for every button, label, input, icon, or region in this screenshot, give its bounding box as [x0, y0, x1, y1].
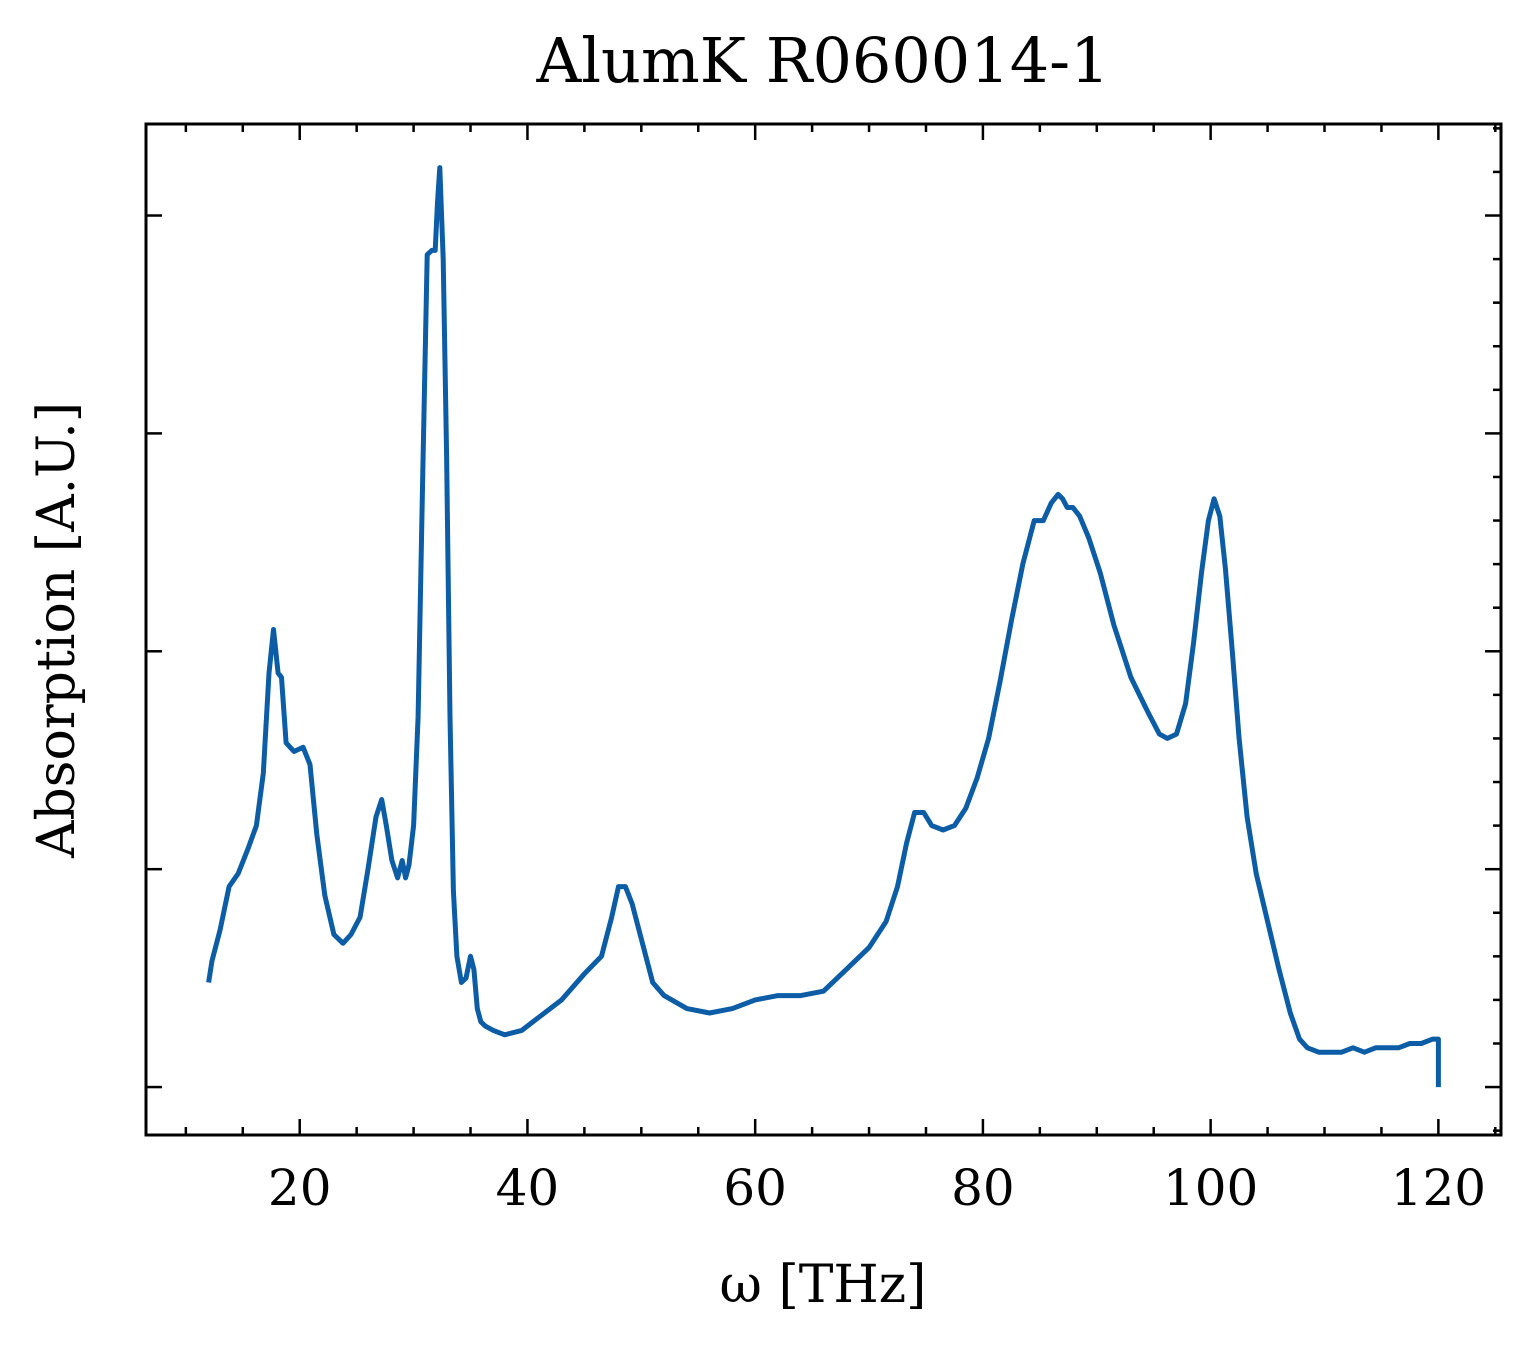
- absorption-series-line: [206, 165, 1441, 1088]
- x-tick-label: 60: [723, 1159, 787, 1217]
- x-tick-label: 80: [951, 1159, 1015, 1217]
- x-tick-label: 100: [1163, 1159, 1258, 1217]
- x-tick-label: 120: [1391, 1159, 1486, 1217]
- x-axis-label: ω [THz]: [720, 1255, 927, 1315]
- plot-frame: [144, 122, 1503, 1137]
- tick-marks: [146, 124, 1501, 1135]
- x-tick-label: 40: [496, 1159, 560, 1217]
- chart-title: AlumK R060014-1: [535, 24, 1109, 97]
- x-tick-labels: 20 40 60 80 100 120: [268, 1159, 1486, 1217]
- y-axis-label: Absorption [A.U.]: [27, 402, 87, 859]
- series-layer: [206, 165, 1441, 1088]
- x-tick-label: 20: [268, 1159, 332, 1217]
